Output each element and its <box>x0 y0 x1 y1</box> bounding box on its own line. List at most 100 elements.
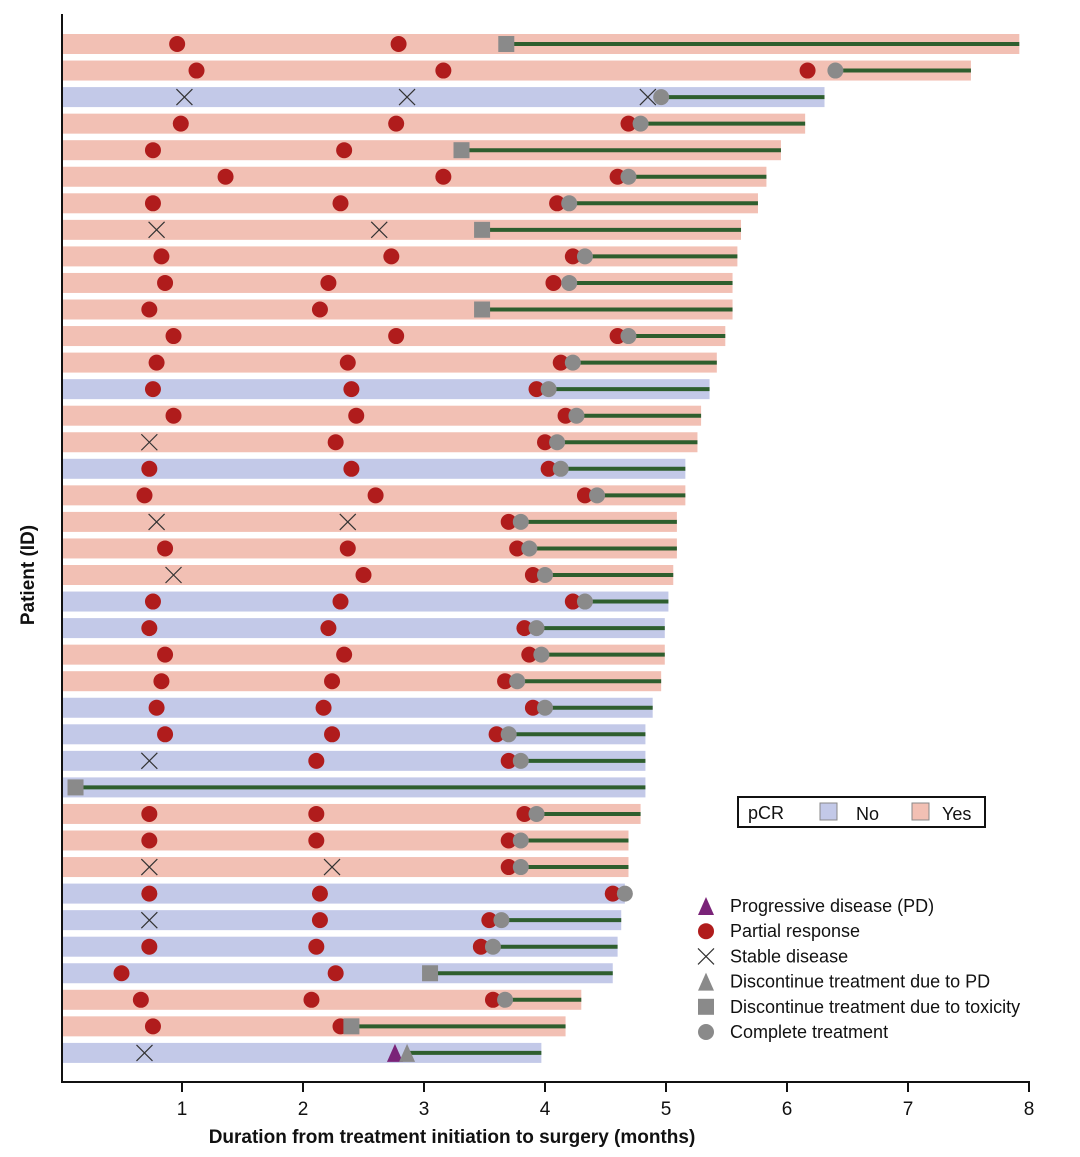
event-legend-label: Stable disease <box>730 946 848 966</box>
partial-response-marker <box>537 434 553 451</box>
x-tick-label: 5 <box>661 1099 672 1120</box>
partial-response-marker <box>311 885 328 902</box>
discontinue-toxicity-marker <box>67 779 84 796</box>
discontinue-toxicity-marker <box>498 36 515 52</box>
event-legend-label: Partial response <box>730 921 860 941</box>
partial-response-marker <box>343 460 360 477</box>
partial-response-marker <box>327 434 344 451</box>
partial-response-marker <box>320 274 337 291</box>
event-legend-label: Discontinue treatment due to toxicity <box>730 997 1020 1017</box>
partial-response-marker <box>367 487 384 504</box>
patient-row <box>62 87 825 108</box>
partial-response-marker <box>524 699 541 716</box>
partial-response-marker <box>564 248 581 265</box>
duration-bar <box>62 883 625 904</box>
partial-response-marker <box>148 354 165 371</box>
partial-response-marker <box>165 328 182 345</box>
partial-response-marker <box>148 699 165 716</box>
duration-bar <box>62 193 758 214</box>
partial-response-marker <box>165 407 182 424</box>
patient-row <box>62 724 646 745</box>
complete-treatment-marker <box>512 859 529 876</box>
duration-bar <box>62 644 665 665</box>
complete-treatment-marker <box>564 354 581 371</box>
complete-treatment-marker <box>561 195 578 212</box>
x-tick-label: 6 <box>782 1099 793 1120</box>
stable-disease-marker <box>140 752 158 770</box>
complete-treatment-marker <box>497 991 514 1008</box>
duration-bar <box>62 458 686 479</box>
complete-treatment-marker <box>509 673 526 690</box>
complete-treatment-marker <box>540 381 557 398</box>
patient-row <box>62 830 629 851</box>
x-tick-label: 8 <box>1024 1099 1035 1120</box>
duration-bar <box>62 299 733 320</box>
event-legend-item: Partial response <box>698 921 860 941</box>
patient-row <box>62 910 622 931</box>
x-tick-label: 7 <box>903 1099 914 1120</box>
complete-treatment-marker <box>500 726 517 743</box>
complete-treatment-marker <box>576 248 593 265</box>
partial-response-marker <box>141 832 158 849</box>
partial-response-marker <box>481 912 498 929</box>
patient-row <box>62 1016 566 1037</box>
partial-response-marker <box>157 726 174 743</box>
duration-bar <box>62 166 767 187</box>
discontinue-pd-marker <box>399 1043 416 1062</box>
complete-treatment-marker <box>512 513 529 530</box>
partial-response-marker <box>308 805 325 822</box>
patient-row <box>62 777 646 798</box>
partial-response-marker <box>141 885 158 902</box>
patient-row <box>62 299 733 320</box>
x-tick-label: 4 <box>540 1099 551 1120</box>
partial-response-marker <box>576 487 593 504</box>
partial-response-marker <box>144 195 161 212</box>
patient-row <box>62 644 665 665</box>
patient-row <box>62 326 726 347</box>
discontinue-toxicity-marker <box>453 142 470 159</box>
complete-treatment-marker <box>521 540 538 557</box>
partial-response-marker <box>144 142 161 159</box>
partial-response-marker <box>324 673 341 690</box>
partial-response-marker <box>435 168 452 185</box>
complete-treatment-marker <box>528 805 545 822</box>
partial-response-marker <box>348 407 365 424</box>
duration-bar <box>62 140 781 161</box>
partial-response-marker <box>144 593 161 610</box>
partial-response-marker <box>549 195 566 212</box>
partial-response-marker <box>698 923 714 940</box>
patient-row <box>62 485 686 506</box>
event-legend-item: Progressive disease (PD) <box>698 896 934 916</box>
stable-disease-marker <box>370 221 388 239</box>
patient-row <box>62 352 717 373</box>
partial-response-marker <box>315 699 332 716</box>
complete-treatment-marker <box>653 89 670 106</box>
partial-response-marker <box>136 487 153 504</box>
patient-row <box>62 671 662 692</box>
partial-response-marker <box>172 115 189 132</box>
partial-response-marker <box>308 938 325 955</box>
partial-response-marker <box>500 513 517 530</box>
patient-row <box>62 405 702 426</box>
stable-disease-marker <box>398 88 416 106</box>
pcr-legend: pCR No Yes <box>737 796 986 828</box>
partial-response-marker <box>509 540 526 557</box>
patient-row <box>62 379 710 400</box>
partial-response-marker <box>390 36 407 52</box>
partial-response-marker <box>383 248 400 265</box>
partial-response-marker <box>484 991 501 1008</box>
stable-disease-marker <box>140 911 158 929</box>
pcr-legend-box <box>737 796 986 828</box>
stable-disease-marker <box>140 433 158 451</box>
patient-row <box>62 989 582 1010</box>
complete-treatment-marker <box>561 274 578 291</box>
partial-response-marker <box>311 912 328 929</box>
pcr-no-swatch <box>819 802 838 821</box>
stable-disease-marker <box>323 858 341 876</box>
partial-response-marker <box>500 859 517 876</box>
partial-response-marker <box>388 115 405 132</box>
event-legend-label: Complete treatment <box>730 1022 888 1042</box>
x-axis-label: Duration from treatment initiation to su… <box>209 1127 696 1148</box>
partial-response-marker <box>339 354 356 371</box>
partial-response-marker <box>528 381 545 398</box>
